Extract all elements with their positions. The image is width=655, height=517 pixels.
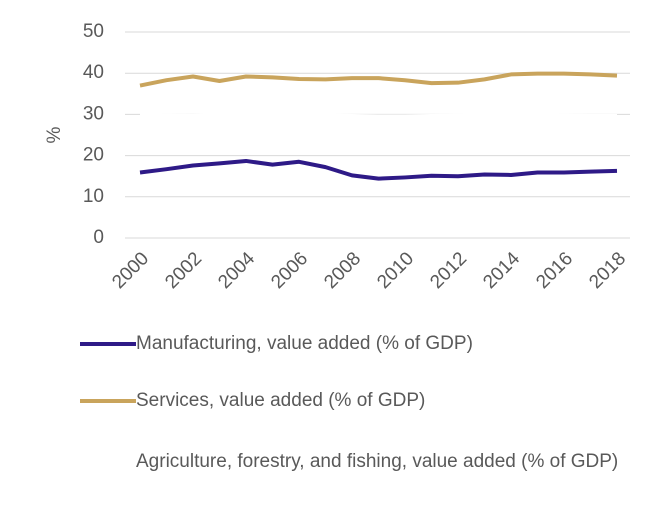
series-line [139, 158, 618, 181]
x-tick-label: 2004 [214, 248, 259, 293]
legend-swatch [80, 342, 136, 346]
y-tick-label: 0 [93, 227, 104, 248]
legend-label: Services, value added (% of GDP) [136, 390, 426, 411]
y-tick-label: 40 [83, 62, 104, 83]
legend-entry: Agriculture, forestry, and fishing, valu… [80, 450, 640, 474]
legend-swatch [80, 460, 136, 464]
x-tick-label: 2014 [479, 248, 524, 293]
legend-label: Agriculture, forestry, and fishing, valu… [136, 451, 619, 472]
x-tick-label: 2008 [320, 248, 365, 293]
y-tick-label: 30 [83, 103, 104, 124]
legend-swatch [80, 399, 136, 403]
x-tick-label: 2018 [585, 248, 630, 293]
legend-label: Manufacturing, value added (% of GDP) [136, 333, 473, 354]
x-tick-label: 2016 [532, 248, 577, 293]
y-tick-label: 10 [83, 186, 104, 207]
series-line [139, 112, 617, 119]
legend-entry: Services, value added (% of GDP) [80, 389, 640, 413]
x-tick-label: 2000 [108, 248, 153, 293]
x-tick-label: 2010 [373, 248, 418, 293]
x-tick-label: 2006 [267, 248, 312, 293]
legend-entry: Manufacturing, value added (% of GDP) [80, 332, 640, 356]
y-tick-label: 50 [83, 21, 104, 42]
y-axis-label: % [44, 126, 65, 143]
x-tick-label: 2012 [426, 248, 471, 293]
y-tick-label: 20 [83, 145, 104, 166]
x-tick-label: 2002 [161, 248, 206, 293]
series-line [139, 71, 618, 88]
